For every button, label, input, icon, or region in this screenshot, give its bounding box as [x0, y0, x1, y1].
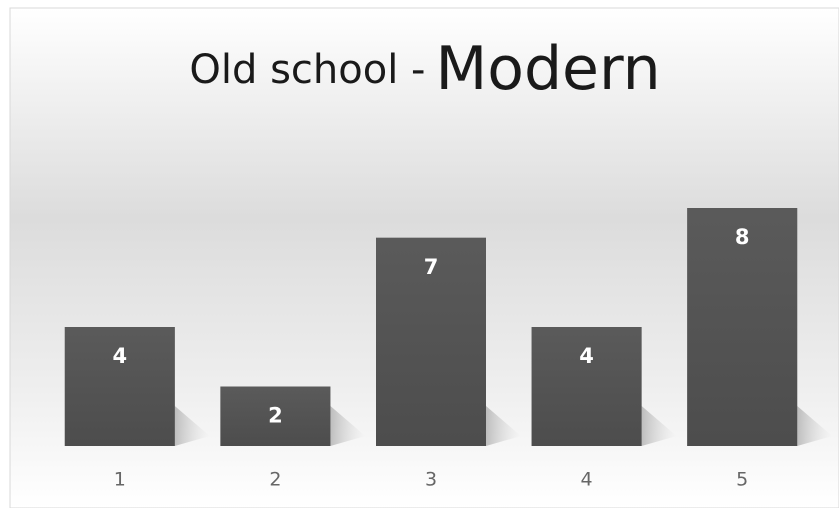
data-label: 2 [268, 404, 283, 428]
bar-shadow [486, 406, 521, 446]
chart-title: Old school - Modern [189, 34, 660, 104]
bar-shadow [641, 406, 677, 446]
bar-shade [64, 327, 175, 446]
bar-shadow [797, 406, 833, 446]
bar-shadow [330, 406, 366, 446]
bar-shade [687, 208, 798, 446]
data-label: 8 [735, 225, 750, 249]
x-tick-label: 2 [269, 469, 281, 491]
bar-shade [531, 327, 642, 446]
x-tick-label: 1 [114, 469, 126, 491]
title: Old school - [189, 47, 425, 93]
x-tick-label: 4 [581, 469, 593, 491]
data-label: 4 [112, 344, 127, 368]
title-emphasis: Modern [435, 34, 660, 104]
bar-shade [220, 386, 331, 446]
data-label: 7 [424, 255, 439, 279]
bar-shadow [174, 406, 210, 446]
x-tick-label: 3 [425, 469, 437, 491]
bar-shade [376, 237, 486, 446]
data-label: 4 [579, 344, 594, 368]
x-tick-label: 5 [736, 469, 748, 491]
